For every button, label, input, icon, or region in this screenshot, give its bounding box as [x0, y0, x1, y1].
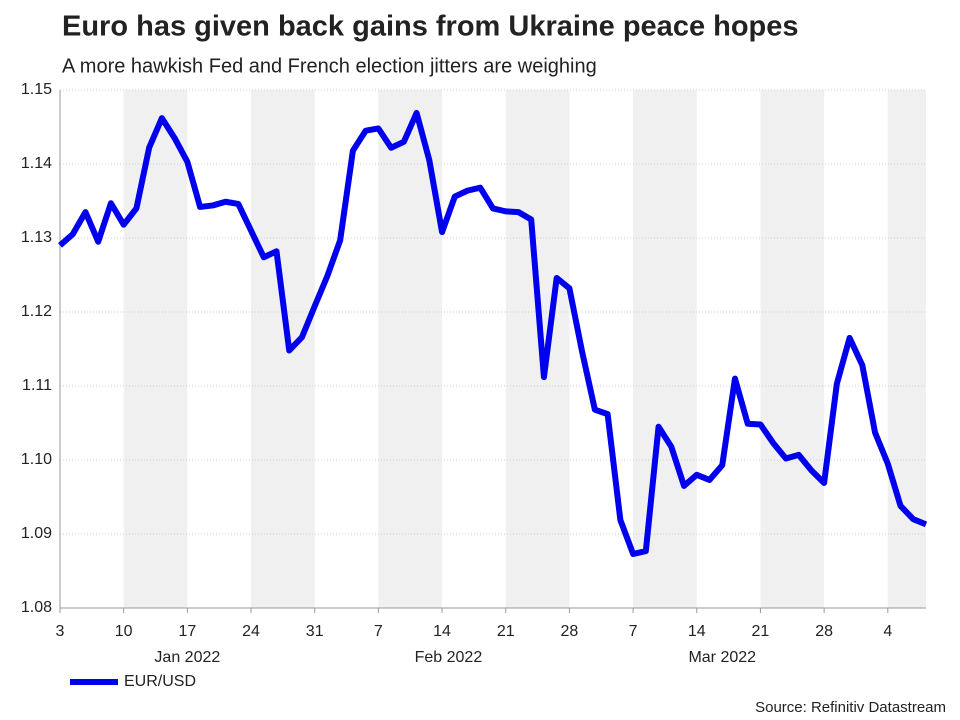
x-tick-label: 14: [688, 623, 706, 640]
x-tick-label: 14: [433, 623, 451, 640]
month-label: Jan 2022: [154, 649, 220, 666]
week-band: [633, 90, 697, 608]
x-tick-label: 7: [374, 623, 383, 640]
week-band: [251, 90, 315, 608]
week-band: [505, 90, 570, 608]
week-band: [123, 90, 188, 608]
y-tick-label: 1.11: [22, 377, 52, 394]
week-band: [887, 90, 926, 608]
x-tick-label: 21: [497, 623, 515, 640]
chart-subtitle: A more hawkish Fed and French election j…: [62, 55, 597, 77]
series-line: [58, 109, 928, 557]
x-tick-label: 31: [306, 623, 324, 640]
x-tick-label: 24: [242, 623, 260, 640]
x-tick-label: 10: [115, 623, 133, 640]
y-tick-label: 1.08: [21, 599, 52, 616]
x-tick-label: 17: [178, 623, 196, 640]
y-tick-label: 1.12: [21, 303, 52, 320]
x-tick-label: 4: [883, 623, 892, 640]
month-label: Feb 2022: [415, 649, 483, 666]
y-tick-label: 1.14: [21, 155, 52, 172]
x-tick-label: 21: [752, 623, 770, 640]
month-label: Mar 2022: [688, 649, 756, 666]
chart-title: Euro has given back gains from Ukraine p…: [62, 11, 799, 43]
x-tick-label: 28: [561, 623, 579, 640]
x-tick-label: 28: [815, 623, 833, 640]
y-tick-label: 1.15: [21, 81, 52, 98]
x-tick-label: 7: [629, 623, 638, 640]
y-tick-label: 1.10: [21, 451, 52, 468]
source: Source: Refinitiv Datastream: [755, 699, 946, 716]
week-band: [760, 90, 825, 608]
y-tick-label: 1.13: [21, 229, 52, 246]
y-tick-label: 1.09: [21, 525, 52, 542]
x-tick-label: 3: [56, 623, 65, 640]
legend-label: EUR/USD: [124, 673, 196, 690]
